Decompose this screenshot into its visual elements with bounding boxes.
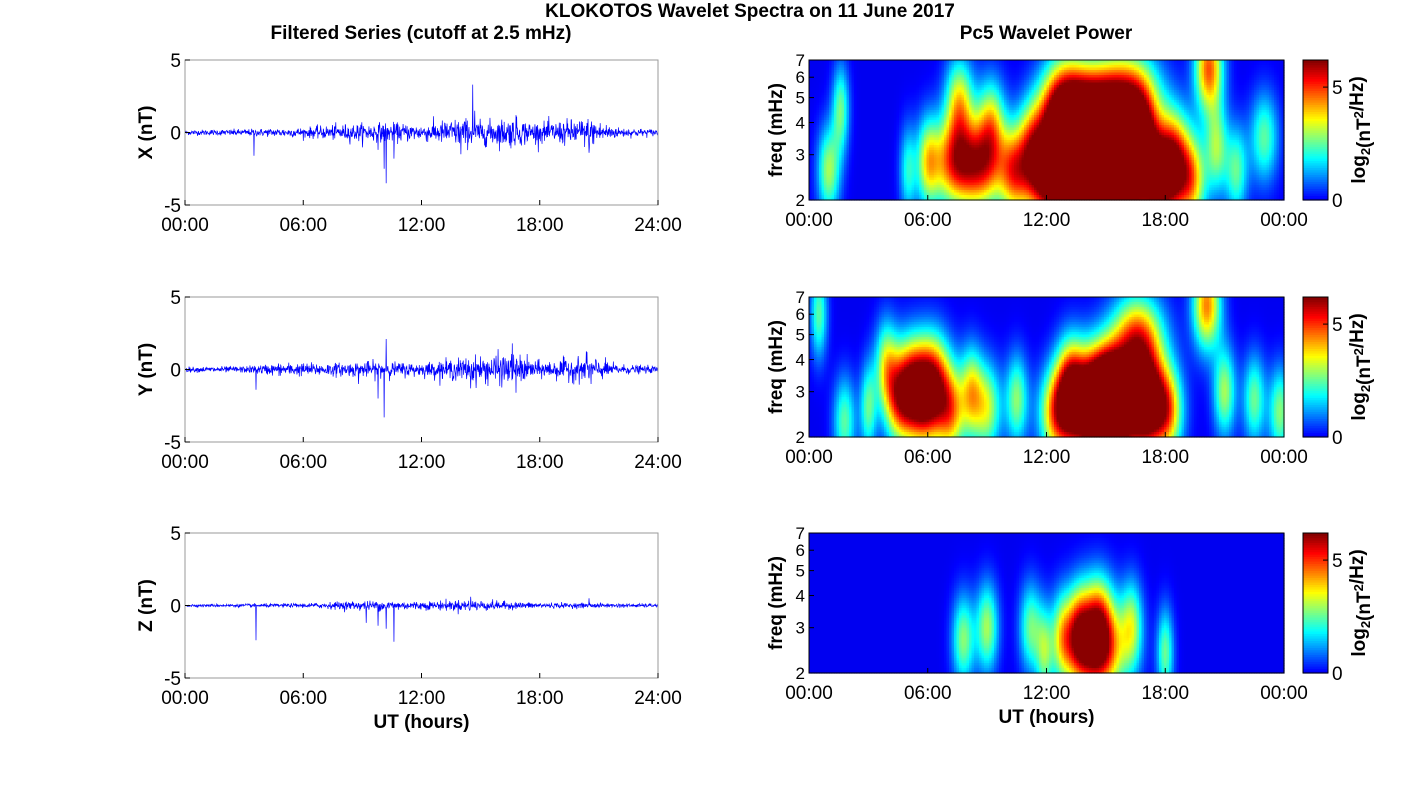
y-tick-label: 5	[170, 51, 181, 72]
x-tick-label: 06:00	[279, 215, 327, 236]
x-tick-label: 12:00	[398, 452, 446, 473]
figure-title: KLOKOTOS Wavelet Spectra on 11 June 2017	[545, 1, 955, 22]
y-tick-label: 5	[170, 288, 181, 309]
y-tick-label: 0	[170, 597, 181, 618]
y-tick-label: 0	[170, 124, 181, 145]
x-tick-label: 12:00	[398, 688, 446, 709]
x-axis-label: UT (hours)	[373, 712, 469, 733]
y-tick-label: -5	[164, 196, 181, 217]
x-tick-label: 24:00	[634, 215, 682, 236]
right-column-title: Pc5 Wavelet Power	[960, 23, 1133, 44]
x-tick-label: 18:00	[516, 215, 564, 236]
x-tick-label: 24:00	[634, 688, 682, 709]
y-tick-label: 0	[170, 361, 181, 382]
left-column-title: Filtered Series (cutoff at 2.5 mHz)	[271, 23, 572, 44]
x-tick-label: 18:00	[516, 688, 564, 709]
x-tick-label: 06:00	[279, 452, 327, 473]
x-tick-label: 24:00	[634, 452, 682, 473]
y-axis-label: X (nT)	[136, 106, 157, 160]
x-tick-label: 12:00	[398, 215, 446, 236]
panels: 50-500:00 06:00 12:00 18:00 24:00X (nT)50-50…	[136, 51, 1375, 733]
y-axis-label: Y (nT)	[136, 343, 157, 396]
x-tick-label: 00:00	[161, 452, 209, 473]
x-tick-label: 00:00	[161, 688, 209, 709]
x-tick-label: 06:00	[279, 688, 327, 709]
y-tick-label: 5	[170, 524, 181, 545]
x-tick-label: 18:00	[516, 452, 564, 473]
y-tick-label: -5	[164, 669, 181, 690]
x-tick-label: 00:00	[161, 215, 209, 236]
y-axis-label: Z (nT)	[136, 579, 157, 632]
y-tick-label: -5	[164, 433, 181, 454]
wavelet-heatmap-x	[809, 60, 1285, 201]
